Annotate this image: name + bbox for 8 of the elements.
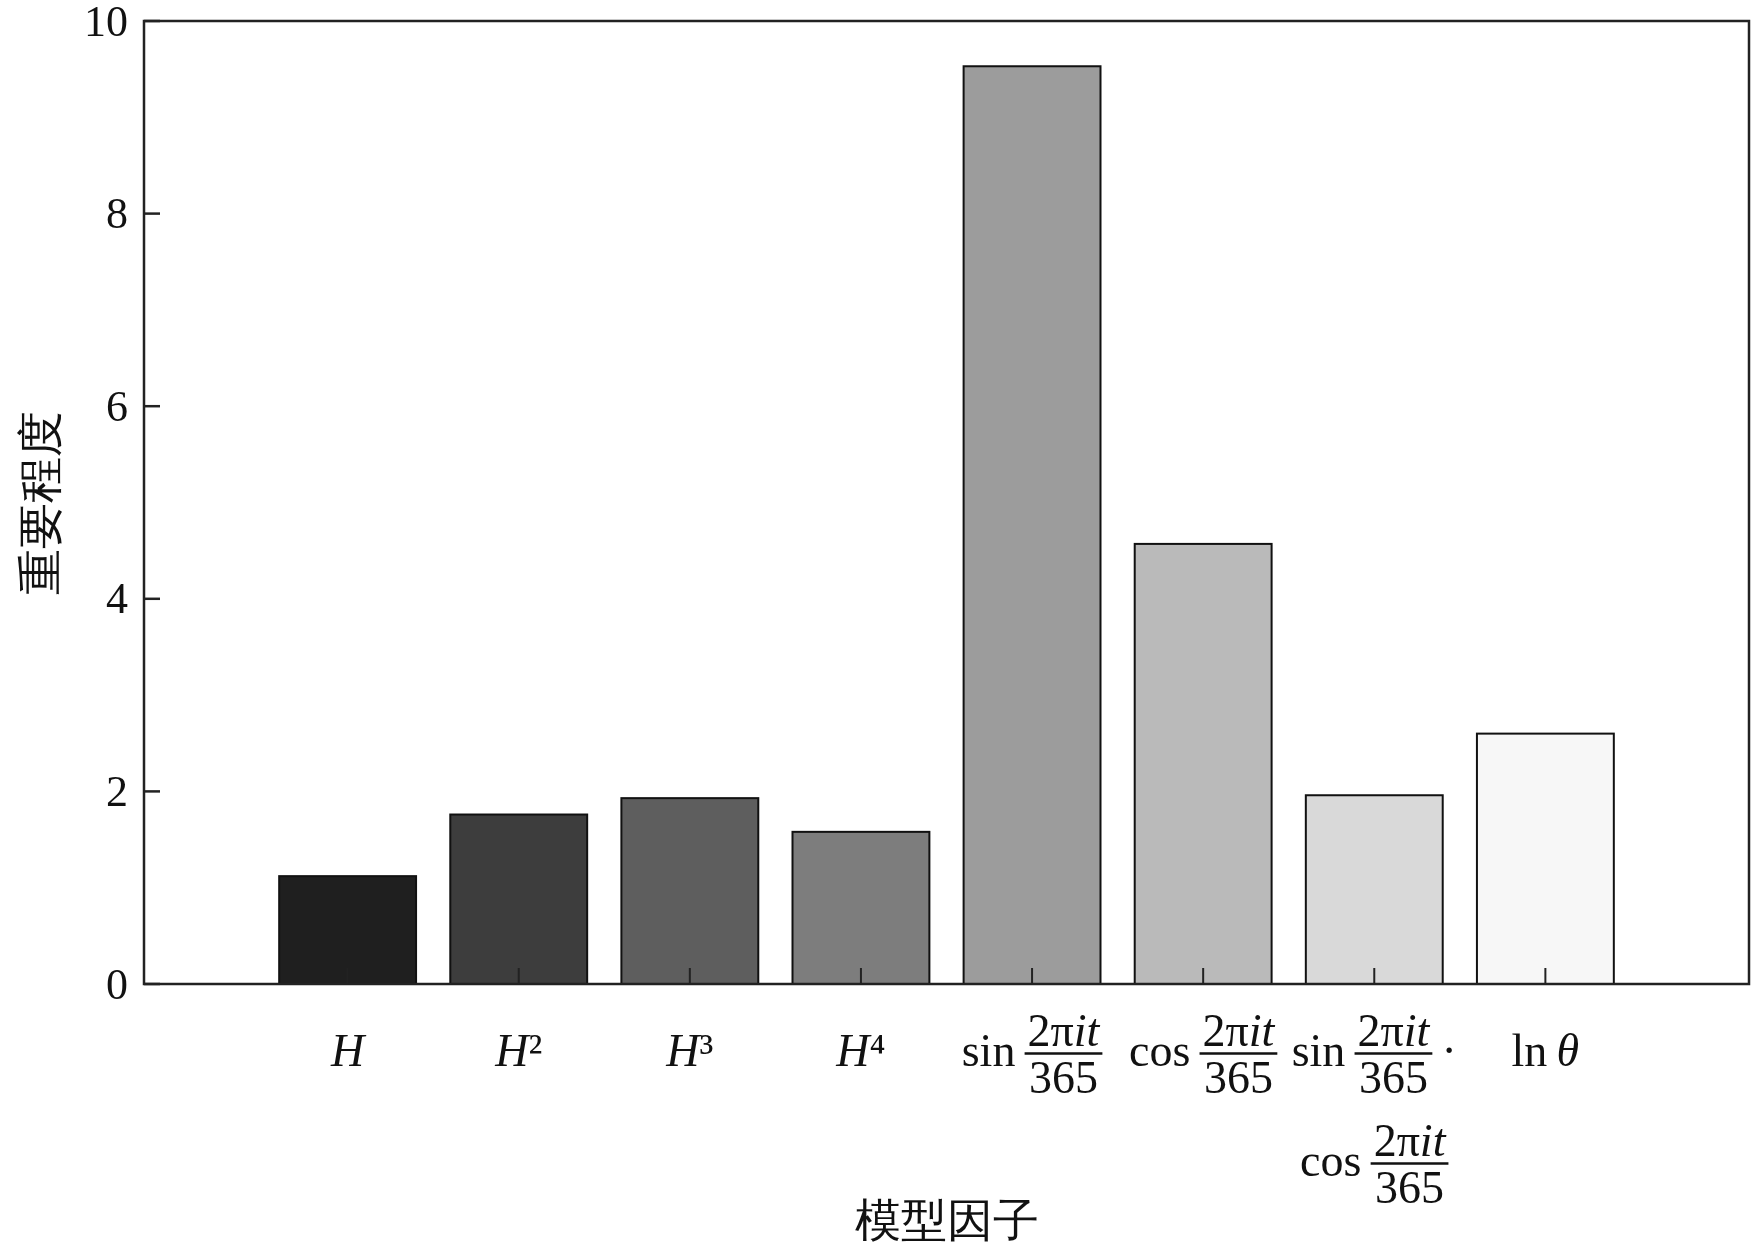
y-tick-label: 0 — [106, 959, 128, 1009]
y-tick-label: 10 — [84, 0, 128, 46]
y-tick-label: 4 — [106, 574, 128, 624]
x-axis-title: 模型因子 — [854, 1195, 1039, 1246]
y-tick-label: 2 — [106, 766, 128, 816]
y-tick-label: 6 — [106, 381, 128, 431]
y-axis-title: 重要程度 — [14, 410, 66, 595]
y-tick-label: 8 — [106, 189, 128, 239]
